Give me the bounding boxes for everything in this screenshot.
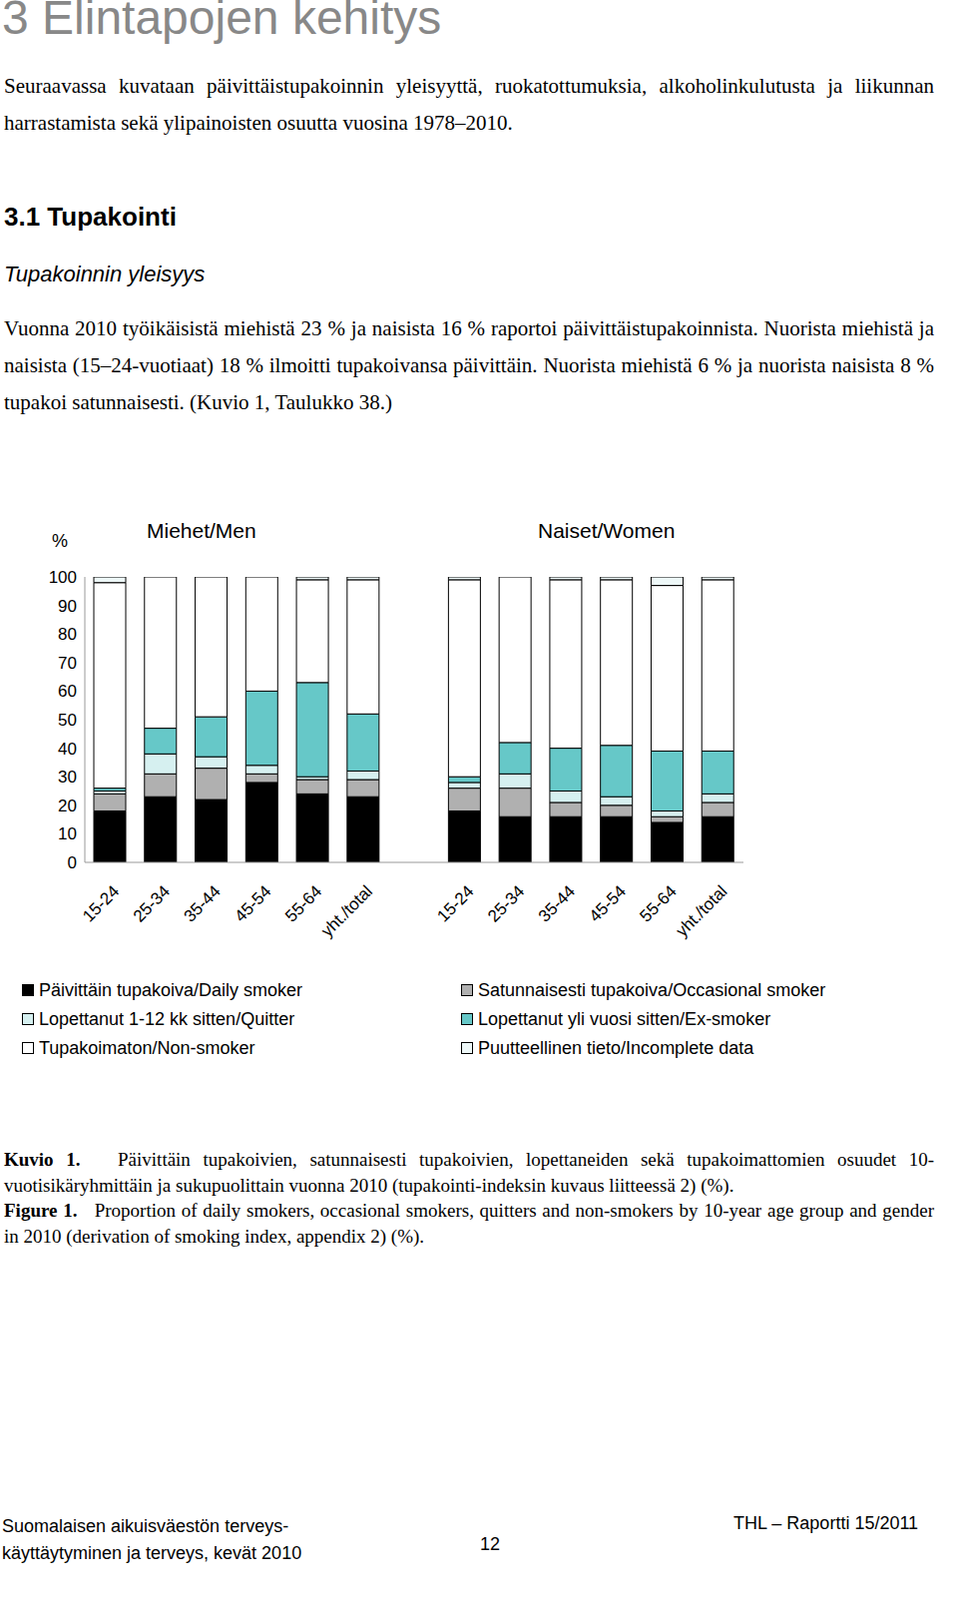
svg-text:yht./total: yht./total [672, 881, 732, 941]
html-text:Figure 1.: Figure 1. [3, 1199, 78, 1221]
svg-text:80: 80 [57, 624, 77, 644]
svg-text:70: 70 [57, 653, 77, 673]
svg-text:30: 30 [57, 767, 77, 787]
svg-text:yht./total: yht./total [317, 881, 377, 941]
svg-text:45-54: 45-54 [230, 881, 275, 926]
svg-text:15-24: 15-24 [78, 881, 123, 926]
svg-text:90: 90 [57, 596, 77, 616]
html-text:Lopettanut 1-12 kk sitten/Quit: Lopettanut 1-12 kk sitten/Quitter [38, 1008, 295, 1029]
svg-text:35-44: 35-44 [534, 881, 579, 926]
html-text:käyttäytyminen ja terveys, kev: käyttäytyminen ja terveys, kevät 2010 [1, 1542, 302, 1563]
svg-text:40: 40 [57, 739, 77, 759]
svg-text:60: 60 [57, 681, 77, 701]
svg-text:0: 0 [67, 853, 77, 873]
svg-text:35-44: 35-44 [180, 881, 225, 926]
html-text:Naiset/Women: Naiset/Women [537, 518, 675, 542]
html-text:Puutteellinen tieto/Incomplete: Puutteellinen tieto/Incomplete data [478, 1037, 754, 1058]
html-text:Suomalaisen aikuisväestön terv: Suomalaisen aikuisväestön terveys- [1, 1515, 289, 1536]
html-text:THL – Raportti 15/2011: THL – Raportti 15/2011 [733, 1512, 919, 1533]
html-text:Kuvio 1.: Kuvio 1. [3, 1148, 81, 1170]
html-text:Vuonna 2010 työikäisistä miehi: Vuonna 2010 työikäisistä miehistä 23 % j… [3, 316, 935, 415]
svg-text:45-54: 45-54 [585, 881, 630, 926]
html-text:3.1 Tupakointi: 3.1 Tupakointi [3, 201, 177, 232]
html-text:Tupakoinnin yleisyys: Tupakoinnin yleisyys [3, 261, 205, 287]
svg-text:20: 20 [57, 796, 77, 816]
html-text:Lopettanut yli vuosi sitten/Ex: Lopettanut yli vuosi sitten/Ex-smoker [478, 1008, 771, 1029]
svg-text:55-64: 55-64 [635, 881, 680, 926]
svg-text:100: 100 [48, 567, 77, 587]
svg-text:25-34: 25-34 [483, 881, 528, 926]
html-text:Proportion of daily smokers, o: Proportion of daily smokers, occasional … [3, 1199, 935, 1246]
html-text:Tupakoimaton/Non-smoker: Tupakoimaton/Non-smoker [38, 1037, 255, 1058]
svg-text:25-34: 25-34 [129, 881, 174, 926]
html-text:Miehet/Men: Miehet/Men [146, 518, 257, 542]
svg-text:55-64: 55-64 [281, 881, 326, 926]
html-text:Päivittäin tupakoivien, satunn: Päivittäin tupakoivien, satunnaisesti tu… [3, 1148, 935, 1196]
html-text:Seuraavassa kuvataan päivittäi: Seuraavassa kuvataan päivittäistupakoinn… [3, 73, 935, 135]
html-text:Päivittäin tupakoiva/Daily smo: Päivittäin tupakoiva/Daily smoker [38, 979, 303, 1000]
svg-text:15-24: 15-24 [433, 881, 478, 926]
html-text:12: 12 [479, 1533, 500, 1554]
svg-text:50: 50 [57, 710, 77, 730]
html-text:Satunnaisesti tupakoiva/Occasi: Satunnaisesti tupakoiva/Occasional smoke… [478, 979, 826, 1000]
svg-text:10: 10 [57, 824, 77, 844]
